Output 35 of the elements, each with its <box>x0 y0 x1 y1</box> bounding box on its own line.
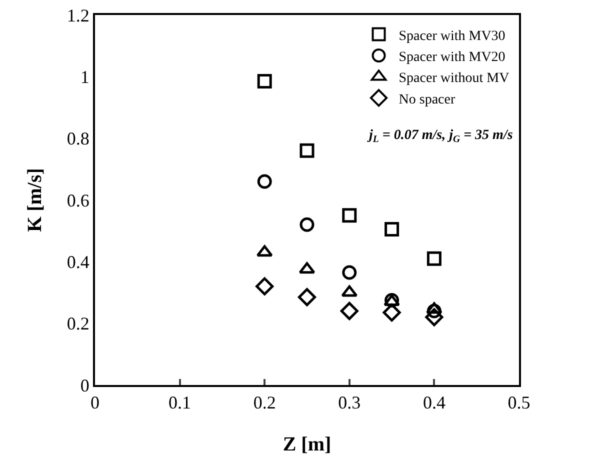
legend-label: No spacer <box>398 92 456 108</box>
y-tick-label: 0 <box>80 375 90 396</box>
point <box>342 208 357 223</box>
y-tick-label: 0.6 <box>66 190 90 210</box>
legend-label: Spacer with MV30 <box>398 28 506 44</box>
y-tick-label: 0.8 <box>66 128 90 149</box>
y-axis-title: K [m/s] <box>24 168 46 232</box>
x-tick-label: 0.4 <box>422 392 446 413</box>
point <box>298 288 316 306</box>
point <box>426 251 442 266</box>
point <box>298 262 316 274</box>
x-tick-label: 0.5 <box>508 392 530 413</box>
point <box>256 277 274 296</box>
point <box>342 265 357 280</box>
point <box>340 302 358 320</box>
point <box>341 285 358 297</box>
point <box>257 74 272 89</box>
point <box>425 308 444 326</box>
point <box>384 222 400 237</box>
point <box>382 303 401 322</box>
y-tick-label: 1 <box>80 66 90 87</box>
point <box>256 245 273 257</box>
y-tick-label: 1.2 <box>66 5 90 26</box>
point <box>257 174 272 189</box>
legend-label: Spacer without MV <box>398 71 510 86</box>
x-tick-label: 0.3 <box>338 392 361 413</box>
point <box>300 217 314 232</box>
x-tick-label: 0.2 <box>253 392 276 413</box>
y-tick-label: 0.4 <box>66 252 90 272</box>
point <box>300 143 314 158</box>
x-tick-label: 0.1 <box>168 392 192 413</box>
y-tick-label: 0.2 <box>66 314 90 334</box>
x-axis-title: Z [m] <box>282 434 332 456</box>
legend-label: Spacer with MV20 <box>398 50 506 65</box>
annotation: j$_{L}$ = 0.07 m/s, j$_{G}$ = 35 m/s <box>367 128 514 145</box>
